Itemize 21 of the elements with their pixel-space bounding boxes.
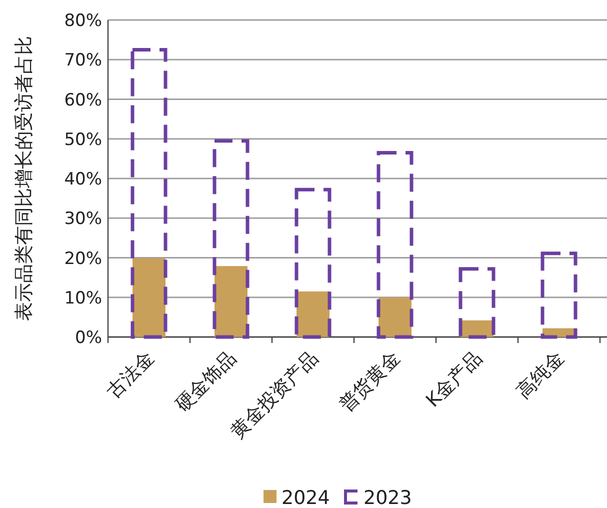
y-tick-label: 30%	[64, 209, 102, 230]
y-tick-label: 60%	[64, 90, 102, 110]
x-tick-label: K金产品	[422, 346, 487, 412]
y-tick-label: 80%	[64, 11, 102, 31]
y-tick-label: 10%	[64, 288, 102, 308]
y-tick-label: 20%	[64, 248, 102, 269]
x-tick-label: 高纯金	[512, 346, 569, 403]
x-tick-label: 硬金饰品	[171, 346, 241, 416]
y-tick-label: 0%	[75, 328, 102, 348]
y-axis-title: 表示品类有同比增长的受访者占比	[13, 36, 35, 321]
bar	[378, 297, 412, 337]
legend-label: 2024	[282, 487, 330, 508]
bar	[296, 291, 330, 337]
x-tick-label: 普货黄金	[335, 346, 405, 416]
bar	[214, 266, 248, 337]
legend-label: 2023	[364, 487, 412, 508]
y-tick-label: 70%	[64, 50, 102, 71]
y-tick-label: 40%	[64, 170, 102, 190]
x-tick-label: 古法金	[102, 346, 159, 403]
bar	[132, 258, 166, 337]
y-tick-label: 50%	[64, 130, 102, 150]
